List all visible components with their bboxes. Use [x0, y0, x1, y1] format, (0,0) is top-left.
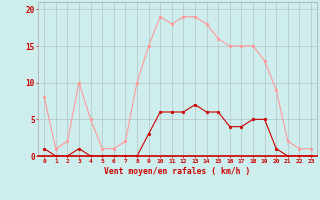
X-axis label: Vent moyen/en rafales ( km/h ): Vent moyen/en rafales ( km/h )	[104, 167, 251, 176]
